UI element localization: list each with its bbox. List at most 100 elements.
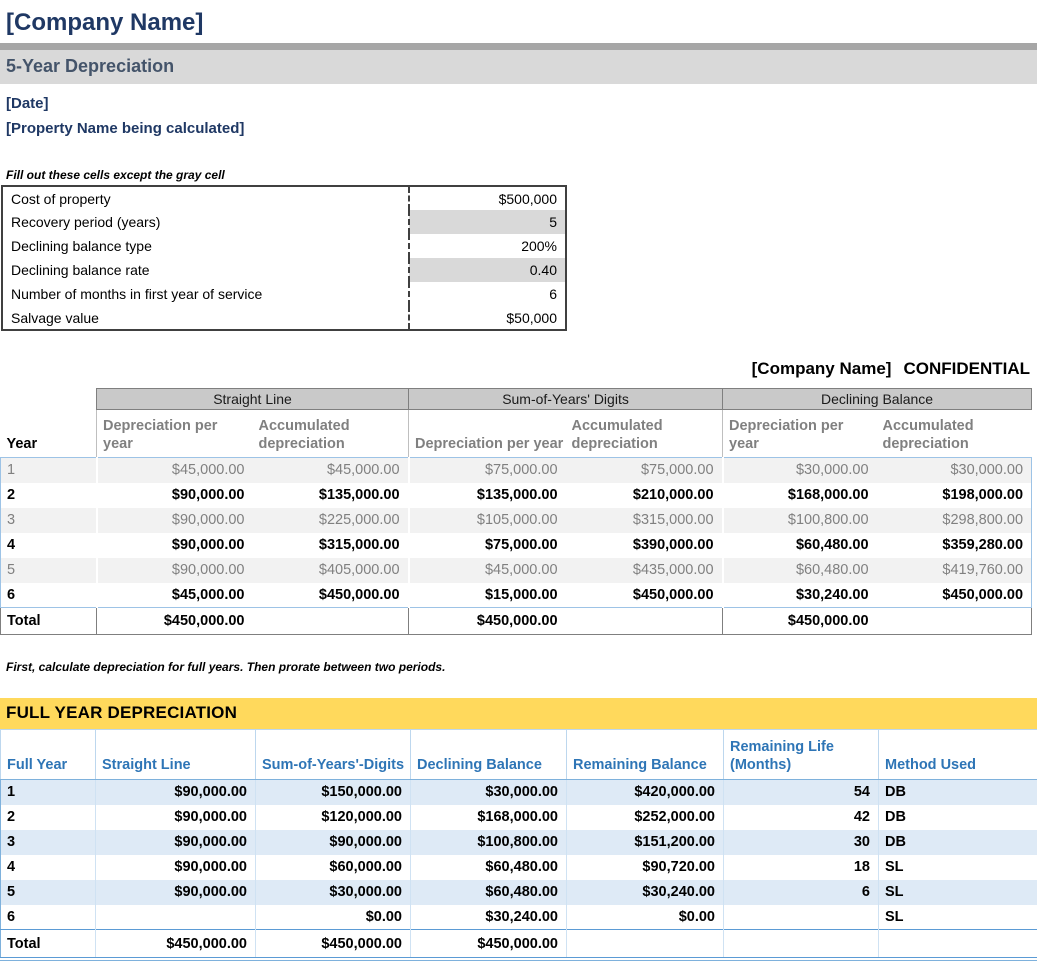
data-cell: $90,000.00 [95, 507, 253, 533]
input-row: Declining balance rate 0.40 [2, 258, 566, 282]
blank-corner-cell [0, 388, 97, 410]
data-cell: $419,760.00 [876, 557, 1033, 583]
data-cell: $75,000.00 [407, 532, 566, 558]
declining-balance-rate-cell[interactable]: 0.40 [409, 258, 566, 282]
data-cell: $120,000.00 [255, 804, 411, 830]
data-cell: $198,000.00 [876, 482, 1033, 508]
year-cell: 6 [0, 582, 97, 608]
data-cell [723, 904, 879, 930]
cost-of-property-cell[interactable]: $500,000 [498, 190, 557, 207]
data-cell: $0.00 [255, 904, 411, 930]
data-cell: $298,800.00 [876, 507, 1033, 533]
empty-cell [566, 929, 724, 958]
table-row: 1 $90,000.00 $150,000.00 $30,000.00 $420… [0, 779, 1037, 805]
empty-cell [565, 607, 723, 635]
fy-header-sum-of-years-digits: Sum-of-Years'-Digits [255, 729, 411, 780]
data-cell: $30,240.00 [721, 582, 877, 608]
year-cell: 6 [0, 904, 96, 930]
table-row: 6 $45,000.00 $450,000.00 $15,000.00 $450… [0, 582, 1033, 608]
input-row: Number of months in first year of servic… [2, 282, 566, 306]
col-header-depreciation-per-year: Depreciation per year [96, 409, 253, 458]
year-cell: 1 [0, 779, 96, 805]
sheet-title-band: 5-Year Depreciation [0, 50, 1037, 84]
data-cell: $60,480.00 [721, 557, 877, 583]
col-header-depreciation-per-year: Depreciation per year [408, 409, 566, 458]
data-cell: $90,000.00 [95, 804, 256, 830]
data-cell: $75,000.00 [407, 457, 566, 483]
data-cell: $30,000.00 [410, 779, 567, 805]
year-cell: 5 [0, 879, 96, 905]
data-cell: $90,000.00 [95, 879, 256, 905]
data-cell: $45,000.00 [407, 557, 566, 583]
data-cell: 42 [723, 804, 879, 830]
data-cell: $450,000.00 [565, 582, 723, 608]
table-row: 4 $90,000.00 $315,000.00 $75,000.00 $390… [0, 532, 1033, 558]
year-cell: 1 [0, 457, 97, 483]
data-cell: $90,000.00 [95, 829, 256, 855]
empty-cell [723, 929, 879, 958]
confidential-label: CONFIDENTIAL [903, 359, 1030, 378]
year-cell: 3 [0, 829, 96, 855]
table-row: 3 $90,000.00 $225,000.00 $105,000.00 $31… [0, 507, 1033, 533]
fy-header-straight-line: Straight Line [95, 729, 256, 780]
data-cell: $151,200.00 [566, 829, 724, 855]
total-cell-straight-line: $450,000.00 [96, 607, 253, 635]
recovery-period-cell[interactable]: 5 [409, 210, 566, 234]
year-column-header: Year [0, 409, 97, 458]
first-year-months-cell[interactable]: 6 [549, 286, 557, 302]
col-header-accumulated-depreciation: Accumulated depreciation [876, 409, 1032, 458]
column-header-row: Year Depreciation per year Accumulated d… [0, 409, 1032, 458]
input-table: Cost of property $500,000 Recovery perio… [1, 185, 567, 331]
year-cell: 5 [0, 557, 97, 583]
data-cell [95, 904, 256, 930]
table-row: 6 $0.00 $30,240.00 $0.00 SL [0, 904, 1037, 930]
empty-cell [252, 607, 409, 635]
date-placeholder: [Date] [6, 95, 49, 112]
data-cell: $135,000.00 [407, 482, 566, 508]
total-row: Total $450,000.00 $450,000.00 $450,000.0… [0, 607, 1033, 635]
method-cell: DB [878, 829, 1037, 855]
data-cell: $90,000.00 [95, 779, 256, 805]
data-cell: $90,000.00 [95, 532, 253, 558]
data-cell: $45,000.00 [252, 457, 409, 483]
salvage-value-cell[interactable]: $50,000 [506, 309, 557, 326]
data-cell: 54 [723, 779, 879, 805]
data-cell: $45,000.00 [95, 457, 253, 483]
total-row: Total $450,000.00 $450,000.00 $450,000.0… [0, 929, 1037, 958]
full-year-header-row: Full Year Straight Line Sum-of-Years'-Di… [0, 729, 1037, 780]
method-cell: SL [878, 879, 1037, 905]
input-label: Declining balance type [2, 234, 410, 258]
data-cell: $30,000.00 [721, 457, 877, 483]
total-label: Total [0, 607, 97, 635]
data-cell: $420,000.00 [566, 779, 724, 805]
input-row: Recovery period (years) 5 [2, 210, 566, 234]
data-cell: $100,800.00 [721, 507, 877, 533]
data-cell: $435,000.00 [565, 557, 723, 583]
col-header-depreciation-per-year: Depreciation per year [722, 409, 877, 458]
divider-bar [0, 43, 1037, 50]
data-cell: $210,000.00 [565, 482, 723, 508]
input-label: Recovery period (years) [2, 210, 410, 234]
data-cell: $90,000.00 [255, 829, 411, 855]
total-cell-sum-of-years: $450,000.00 [255, 929, 411, 958]
group-header-straight-line: Straight Line [95, 388, 410, 410]
data-cell: $30,240.00 [566, 879, 724, 905]
fy-header-remaining-life: Remaining Life (Months) [723, 729, 879, 780]
table-row: 3 $90,000.00 $90,000.00 $100,800.00 $151… [0, 829, 1037, 855]
empty-cell [878, 929, 1037, 958]
declining-balance-type-cell[interactable]: 200% [521, 238, 557, 254]
data-cell: $450,000.00 [252, 582, 409, 608]
fy-header-method-used: Method Used [878, 729, 1037, 780]
input-label: Number of months in first year of servic… [2, 282, 410, 306]
page-header: [Company Name] 5-Year Depreciation [Date… [0, 0, 1037, 141]
table-bottom-rule [0, 960, 1037, 961]
sheet-title: 5-Year Depreciation [6, 56, 175, 76]
data-cell: $405,000.00 [252, 557, 409, 583]
input-label: Declining balance rate [2, 258, 410, 282]
total-label: Total [0, 929, 96, 958]
data-cell: $150,000.00 [255, 779, 411, 805]
total-cell-declining-balance: $450,000.00 [722, 607, 877, 635]
col-header-accumulated-depreciation: Accumulated depreciation [252, 409, 409, 458]
data-cell: $30,000.00 [255, 879, 411, 905]
data-cell: $60,480.00 [410, 854, 567, 880]
